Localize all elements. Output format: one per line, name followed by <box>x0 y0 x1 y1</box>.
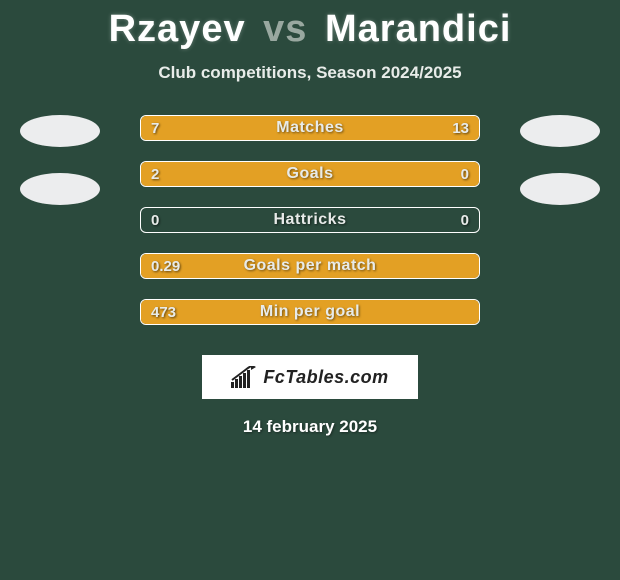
stat-label: Matches <box>141 116 479 140</box>
player2-avatar <box>520 173 600 205</box>
stats-container: 713Matches 20Goals 00Hattricks 0.29Goals pe… <box>0 115 620 345</box>
player2-avatar <box>520 115 600 147</box>
title-vs: vs <box>263 8 307 50</box>
player1-name: Rzayev <box>109 8 246 50</box>
stat-row: 20Goals <box>0 161 620 207</box>
brand-text: FcTables.com <box>263 367 388 388</box>
player2-name: Marandici <box>325 8 511 50</box>
brand-box: FcTables.com <box>202 355 418 399</box>
stat-bar-track: 473Min per goal <box>140 299 480 325</box>
brand-chart-icon <box>231 366 257 388</box>
stat-row: 00Hattricks <box>0 207 620 253</box>
stat-bar-track: 713Matches <box>140 115 480 141</box>
stat-bar-track: 00Hattricks <box>140 207 480 233</box>
stat-row: 713Matches <box>0 115 620 161</box>
stat-bar-track: 20Goals <box>140 161 480 187</box>
player1-avatar <box>20 173 100 205</box>
subtitle: Club competitions, Season 2024/2025 <box>0 63 620 83</box>
player1-avatar <box>20 115 100 147</box>
stat-label: Goals <box>141 162 479 186</box>
date-text: 14 february 2025 <box>0 417 620 437</box>
stat-label: Hattricks <box>141 208 479 232</box>
comparison-title: Rzayev vs Marandici <box>0 0 620 51</box>
stat-label: Min per goal <box>141 300 479 324</box>
stat-bar-track: 0.29Goals per match <box>140 253 480 279</box>
stat-row: 473Min per goal <box>0 299 620 345</box>
stat-row: 0.29Goals per match <box>0 253 620 299</box>
stat-label: Goals per match <box>141 254 479 278</box>
